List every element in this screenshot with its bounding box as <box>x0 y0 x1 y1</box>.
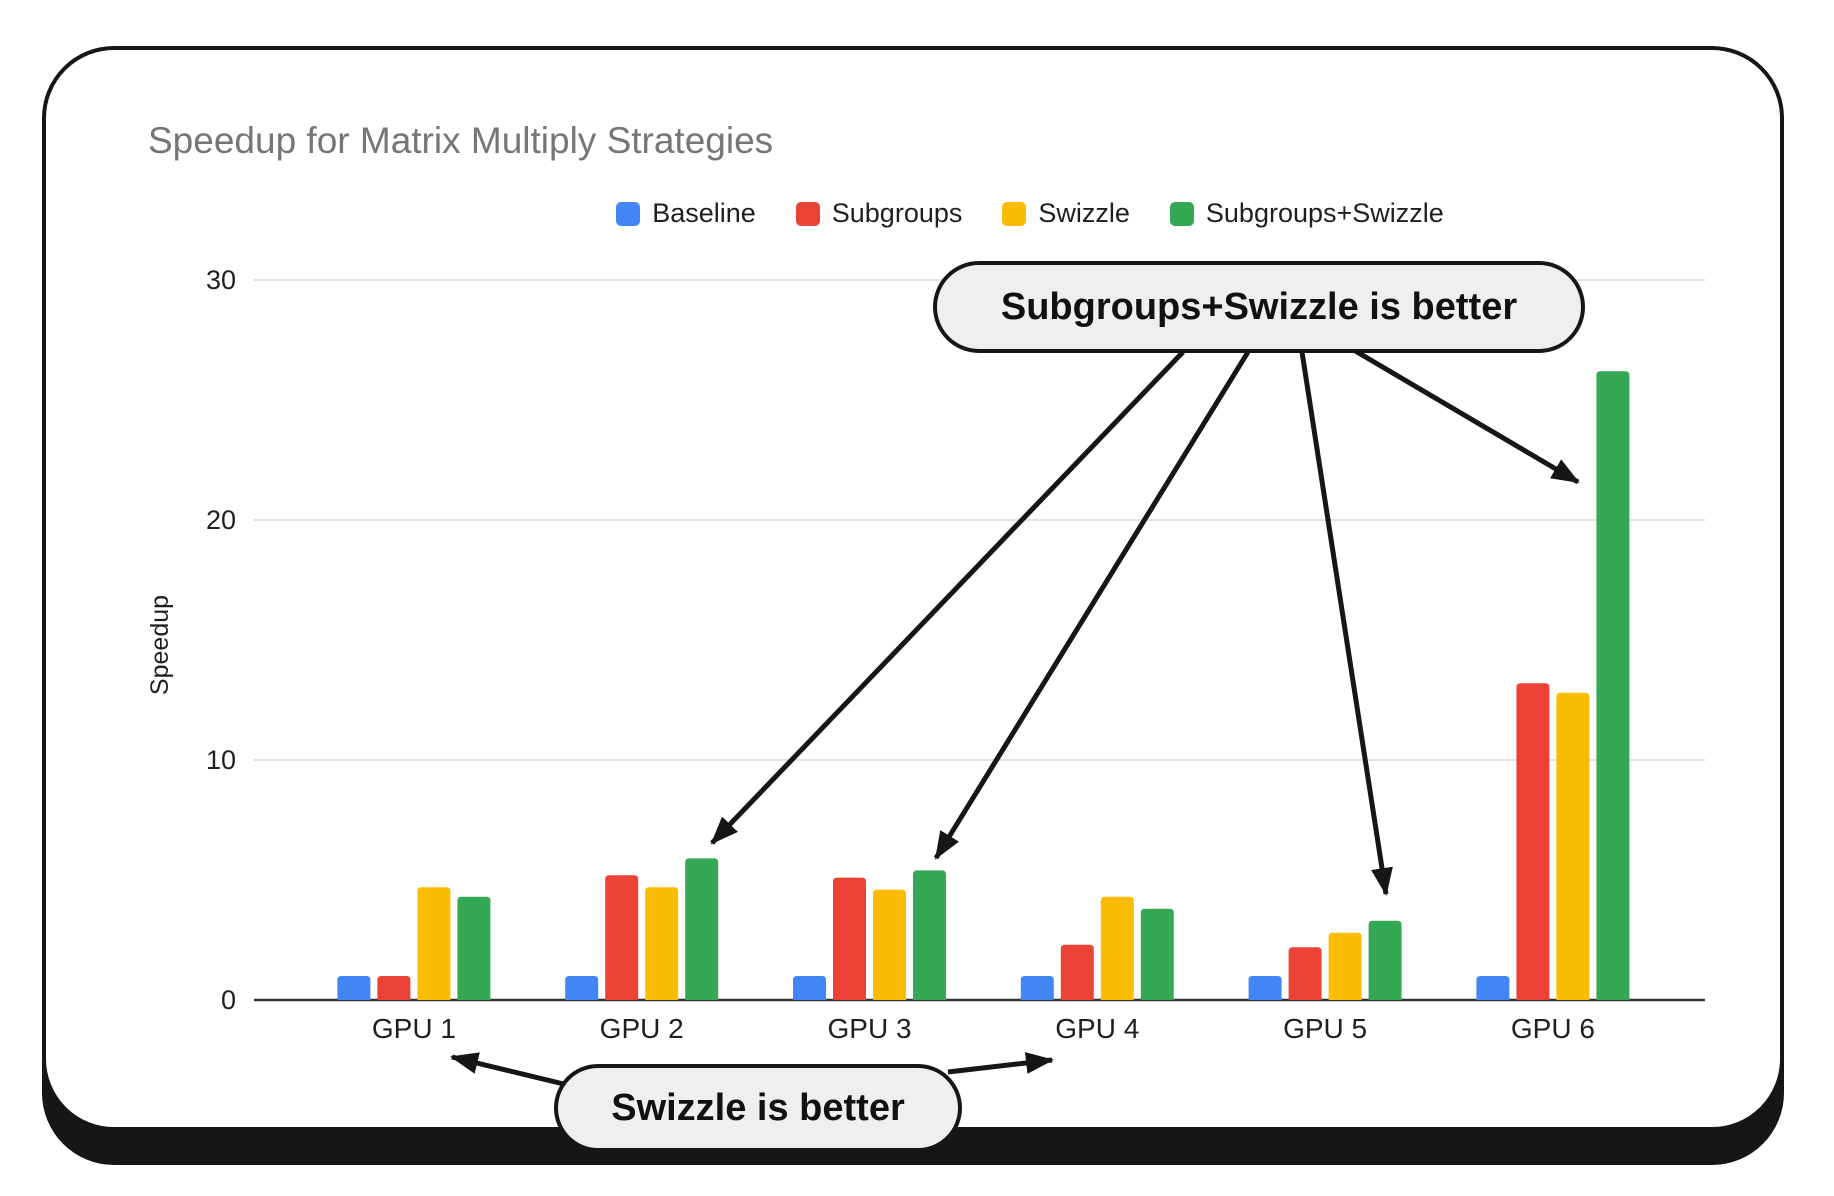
legend-label-subgroups: Subgroups <box>831 198 963 228</box>
annotation-arrow <box>1350 346 1580 485</box>
y-tick-label: 20 <box>206 505 236 535</box>
annotation-arrow <box>947 1052 1054 1075</box>
bar-gpu-2-baseline <box>565 976 599 1000</box>
axis-labels: 0 10 20 30 GPU 1 GPU 2 GPU 3 GPU 4 GPU 5 GPU 6 <box>206 265 1595 1044</box>
x-category-label: GPU 5 <box>1283 1013 1367 1044</box>
bar-gpu-6-baseline <box>1476 976 1510 1000</box>
bar-gpu-6-subgroups-swizzle <box>1596 371 1630 1000</box>
bar-gpu-5-subgroups-swizzle <box>1368 920 1402 1000</box>
legend-label-baseline: Baseline <box>652 198 756 228</box>
bar-gpu-3-baseline <box>793 976 826 1000</box>
legend-swatch-swizzle-icon <box>1002 201 1027 226</box>
gridlines <box>254 279 1705 1002</box>
bar-gpu-5-subgroups <box>1288 947 1322 1000</box>
x-category-label: GPU 4 <box>1055 1013 1139 1044</box>
x-category-label: GPU 3 <box>827 1013 911 1044</box>
legend-label-subgroups-swizzle: Subgroups+Swizzle <box>1205 198 1444 228</box>
bar-gpu-5-baseline <box>1248 976 1282 1000</box>
y-tick-label: 30 <box>206 265 236 295</box>
bar-gpu-3-swizzle <box>873 889 906 1000</box>
legend-label-swizzle: Swizzle <box>1038 198 1130 228</box>
bar-gpu-6-subgroups <box>1516 683 1550 1000</box>
legend-item-subgroups: Subgroups <box>795 198 963 229</box>
bar-gpu-2-subgroups-swizzle <box>685 858 719 1000</box>
annotation-arrow <box>1299 351 1393 896</box>
legend-swatch-subgroups-swizzle-icon <box>1169 201 1194 226</box>
bar-gpu-2-subgroups <box>605 875 639 1000</box>
bar-gpu-4-baseline <box>1020 976 1054 1000</box>
legend-swatch-subgroups-icon <box>795 201 820 226</box>
legend-swatch-baseline-icon <box>616 201 641 226</box>
y-tick-label: 10 <box>206 745 236 775</box>
legend-item-baseline: Baseline <box>616 198 756 229</box>
annotation-arrow <box>450 1052 573 1089</box>
chart-legend: Baseline Subgroups Swizzle Subgroups+Swi… <box>300 198 1760 229</box>
bar-gpu-1-subgroups <box>377 976 411 1000</box>
annotation-arrow <box>710 350 1185 845</box>
annotation-subgroups-swizzle-better: Subgroups+Swizzle is better <box>933 261 1585 353</box>
bar-gpu-4-swizzle <box>1100 896 1134 1000</box>
bar-gpu-3-subgroups-swizzle <box>913 870 946 1000</box>
annotation-swizzle-better: Swizzle is better <box>554 1064 962 1152</box>
annotation-arrows <box>450 346 1580 1089</box>
bar-gpu-1-swizzle <box>417 887 451 1000</box>
legend-item-swizzle: Swizzle <box>1002 198 1130 229</box>
y-tick-label: 0 <box>221 985 236 1015</box>
y-axis-title: Speedup <box>146 594 174 696</box>
annotation-arrow <box>933 350 1251 860</box>
chart-title: Speedup for Matrix Multiply Strategies <box>148 120 774 161</box>
bar-gpu-1-subgroups-swizzle <box>457 896 491 1000</box>
bar-gpu-1-baseline <box>337 976 371 1000</box>
bar-gpu-5-swizzle <box>1328 932 1362 1000</box>
x-category-label: GPU 6 <box>1511 1013 1595 1044</box>
x-category-label: GPU 1 <box>372 1013 456 1044</box>
bar-gpu-6-swizzle <box>1556 692 1590 1000</box>
bar-gpu-4-subgroups <box>1060 944 1094 1000</box>
bar-gpu-3-subgroups <box>833 877 866 1000</box>
bar-gpu-4-subgroups-swizzle <box>1140 908 1174 1000</box>
legend-item-subgroups-swizzle: Subgroups+Swizzle <box>1169 198 1444 229</box>
x-category-label: GPU 2 <box>600 1013 684 1044</box>
bars <box>337 371 1630 1000</box>
bar-gpu-2-swizzle <box>645 887 679 1000</box>
